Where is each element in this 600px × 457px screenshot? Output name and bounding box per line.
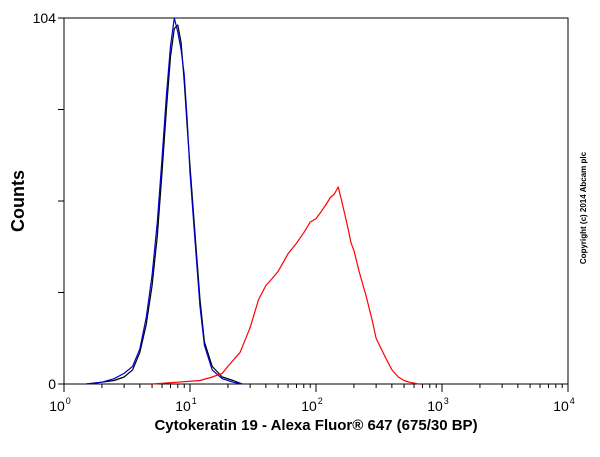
series-line-3 [152, 186, 419, 385]
x-axis: 100 101 102 103 104 [49, 384, 575, 414]
x-tick-label: 101 [175, 396, 197, 414]
series-line-1 [86, 24, 243, 385]
histogram-series [86, 17, 419, 385]
x-tick-label: 102 [301, 396, 323, 414]
y-axis-title: Counts [8, 170, 28, 232]
x-tick-label: 100 [49, 396, 71, 414]
plot-frame [63, 17, 569, 385]
y-tick-label: 0 [48, 376, 56, 392]
y-tick-label: 104 [33, 10, 57, 26]
x-tick-label: 104 [553, 396, 575, 414]
series-line-2 [86, 17, 243, 385]
y-axis: 0 104 [33, 10, 64, 392]
copyright-notice: Copyright (c) 2014 Abcam plc [579, 151, 588, 264]
x-axis-title: Cytokeratin 19 - Alexa Fluor® 647 (675/3… [154, 417, 477, 434]
x-tick-label: 103 [427, 396, 449, 414]
